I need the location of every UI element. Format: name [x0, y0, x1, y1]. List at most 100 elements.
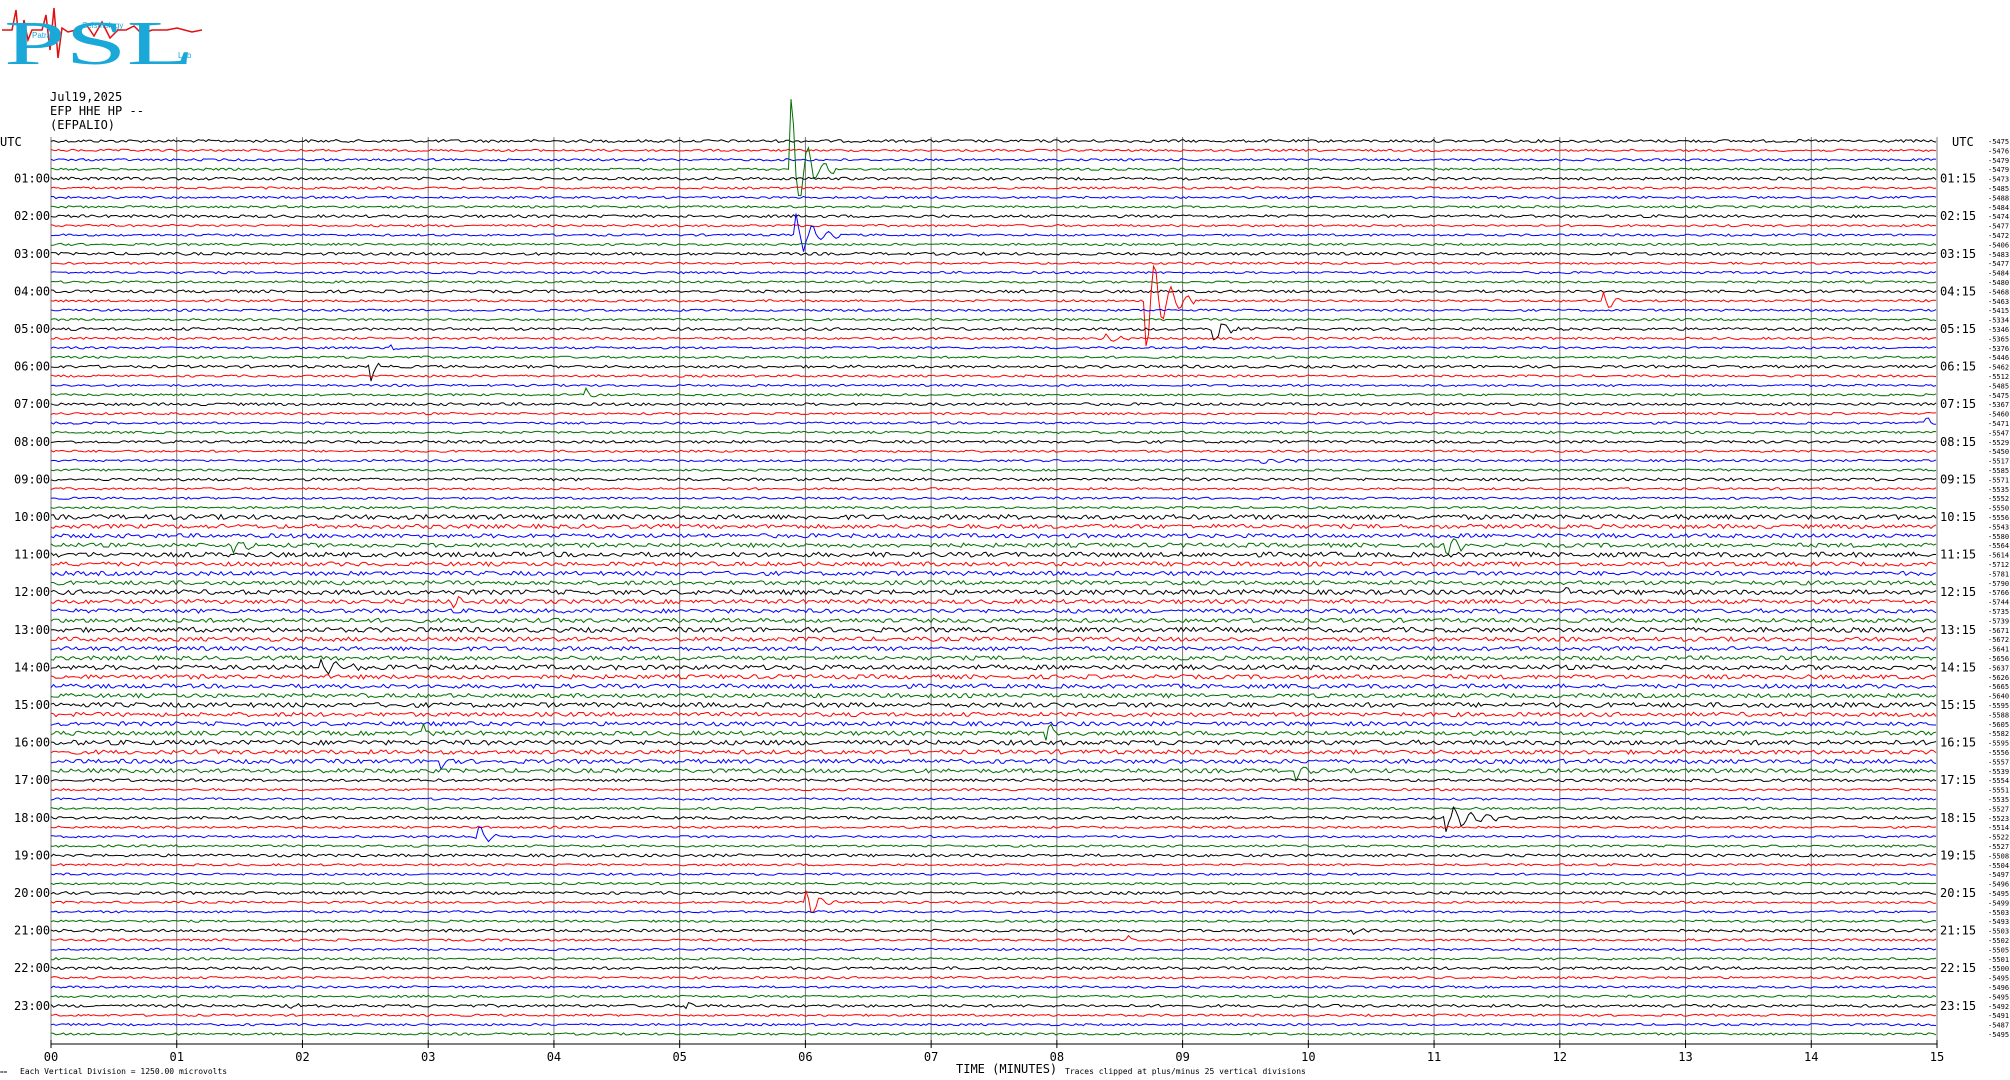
trace-offset-label: -5483 [1988, 251, 2009, 259]
x-tick-label: 15 [1930, 1050, 1944, 1064]
seismic-trace [50, 158, 1937, 162]
trace-offset-label: -5605 [1988, 721, 2009, 729]
trace-offset-label: -5450 [1988, 448, 2009, 456]
logo-subtext-lab: Lab [178, 51, 192, 60]
seismic-trace [50, 934, 1937, 942]
seismic-trace [50, 863, 1937, 867]
hour-label-right: 09:15 [1940, 472, 1976, 486]
x-tick-label: 14 [1804, 1050, 1818, 1064]
seismic-trace [51, 579, 1936, 586]
trace-offset-label: -5665 [1988, 683, 2009, 691]
hour-label-right: 12:15 [1940, 585, 1976, 599]
hour-label-right: 17:15 [1940, 773, 1976, 787]
trace-offset-label: -5539 [1988, 768, 2009, 776]
seismic-trace [50, 1032, 1937, 1036]
trace-offset-label: -5626 [1988, 674, 2009, 682]
trace-offset-label: -5739 [1988, 617, 2009, 625]
trace-offset-label: -5571 [1988, 476, 2009, 484]
station-name: (EFPALIO) [50, 118, 116, 132]
trace-offset-label: -5547 [1988, 429, 2009, 437]
trace-offset-label: -5502 [1988, 937, 2009, 945]
seismic-trace [50, 692, 1937, 699]
x-tick-label: 04 [547, 1050, 561, 1064]
seismic-trace [51, 205, 1937, 209]
trace-offset-label: -5712 [1988, 561, 2009, 569]
seismic-trace [50, 957, 1937, 961]
hour-label-left: 09:00 [14, 472, 50, 486]
trace-offset-label: -5504 [1988, 862, 2009, 870]
trace-offset-label: -5550 [1988, 505, 2009, 513]
trace-offset-label: -5543 [1988, 523, 2009, 531]
trace-offset-label: -5501 [1988, 956, 2009, 964]
trace-offset-label: -5495 [1988, 993, 2009, 1001]
seismic-trace [50, 720, 1936, 727]
x-tick-label: 03 [421, 1050, 435, 1064]
hour-label-right: 16:15 [1940, 736, 1976, 750]
hour-label-left: 13:00 [14, 623, 50, 637]
seismic-traces [50, 99, 1937, 1036]
seismic-trace [50, 825, 1937, 829]
seismic-trace [50, 99, 1937, 197]
seismic-trace [50, 505, 1936, 510]
trace-offset-label: -5463 [1988, 298, 2009, 306]
hour-label-left: 03:00 [14, 247, 50, 261]
hour-label-left: 11:00 [14, 548, 50, 562]
trace-offset-label: -5480 [1988, 279, 2009, 287]
trace-offset-label: -5488 [1988, 194, 2009, 202]
x-tick-label: 12 [1553, 1050, 1567, 1064]
seismic-trace [50, 523, 1937, 530]
trace-offset-label: -5495 [1988, 890, 2009, 898]
trace-offset-label: -5475 [1988, 138, 2009, 146]
seismic-trace [50, 362, 1937, 382]
seismic-trace [50, 333, 1937, 342]
seismic-trace [51, 195, 1937, 200]
trace-offset-label: -5517 [1988, 458, 2009, 466]
trace-offset-label: -5552 [1988, 495, 2009, 503]
hour-label-left: 12:00 [14, 585, 50, 599]
trace-offset-label: -5529 [1988, 439, 2009, 447]
hour-label-left: 10:00 [14, 510, 50, 524]
x-tick-label: 10 [1301, 1050, 1315, 1064]
seismic-trace [50, 513, 1937, 521]
x-tick-label: 00 [44, 1050, 58, 1064]
seismic-trace [50, 387, 1937, 398]
trace-offset-label: -5497 [1988, 871, 2009, 879]
hour-label-right: 18:15 [1940, 811, 1976, 825]
trace-offset-label: -5487 [1988, 1022, 2009, 1030]
psl-logo: PSL Patras Seismology Lab [2, 7, 202, 72]
trace-offset-label: -5588 [1988, 711, 2009, 719]
trace-offset-label: -5535 [1988, 486, 2009, 494]
trace-offset-label: -5508 [1988, 852, 2009, 860]
x-tick-label: 06 [798, 1050, 812, 1064]
trace-offset-label: -5641 [1988, 646, 2009, 654]
seismic-trace [50, 280, 1937, 284]
trace-offset-label: -5500 [1988, 965, 2009, 973]
seismic-trace [50, 975, 1937, 980]
trace-offset-label: -5582 [1988, 730, 2009, 738]
trace-offset-label: -5472 [1988, 232, 2009, 240]
y-axis-label-right: UTC [1952, 135, 1974, 149]
trace-offset-label: -5484 [1988, 204, 2009, 212]
seismic-trace [50, 458, 1937, 465]
seismic-trace [50, 289, 1937, 294]
trace-offset-label: -5744 [1988, 599, 2009, 607]
seismic-trace [50, 264, 1937, 347]
logo-seismogram-line [2, 7, 202, 59]
trace-offset-label: -5595 [1988, 702, 2009, 710]
axis-labels: 00 01 02 03 04 05 06 07 08 09 10 11 12 13 14 15 01:00 02:… [14, 138, 2009, 1064]
y-axis-label-left: UTC [0, 135, 22, 149]
trace-offset-label: -5365 [1988, 335, 2009, 343]
trace-offset-label: -5554 [1988, 777, 2009, 785]
trace-offset-label: -5614 [1988, 552, 2009, 560]
hour-label-right: 04:15 [1940, 284, 1976, 298]
seismic-trace [50, 872, 1937, 876]
seismic-trace [50, 411, 1937, 416]
trace-offset-label: -5446 [1988, 354, 2009, 362]
seismic-trace [50, 532, 1937, 539]
seismic-trace [50, 402, 1937, 407]
hour-label-left: 04:00 [14, 284, 50, 298]
seismic-trace [50, 766, 1937, 783]
seismic-trace [50, 928, 1936, 936]
seismic-trace [50, 787, 1937, 792]
